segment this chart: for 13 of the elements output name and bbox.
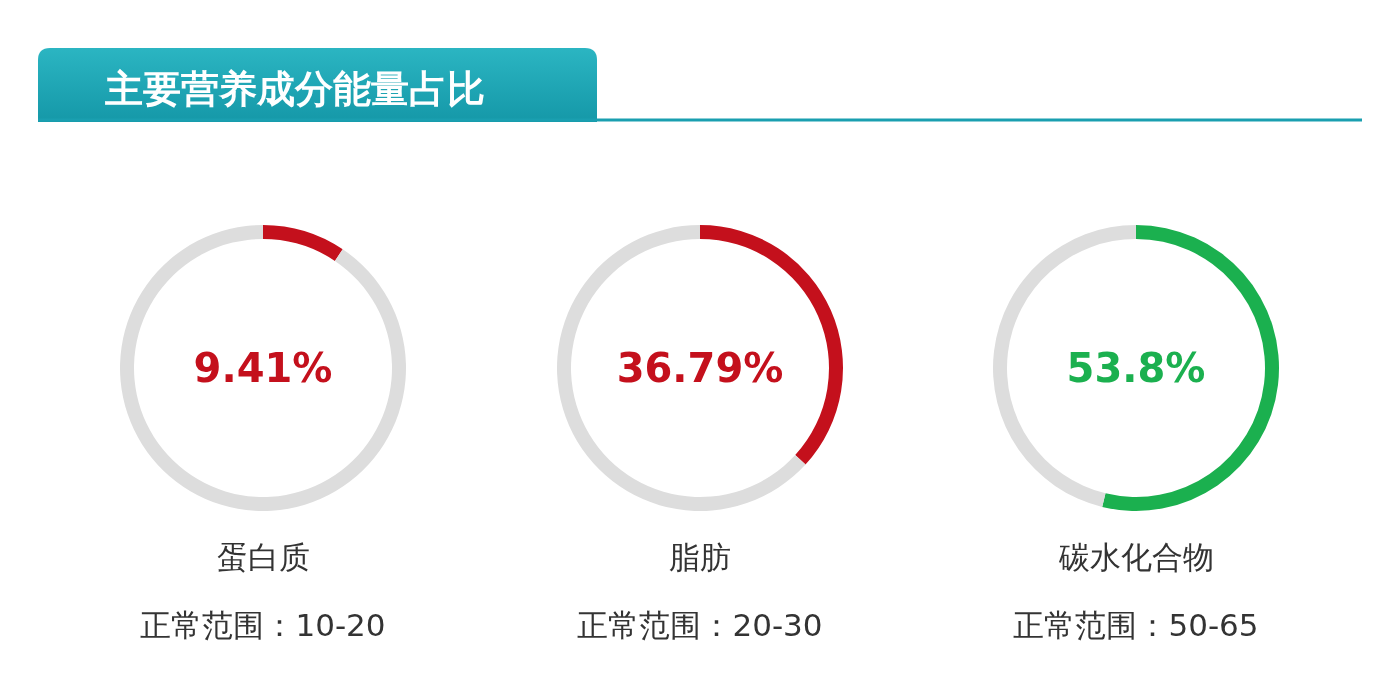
text: 主要营养成分能量占比 — [105, 67, 485, 111]
text: 蛋白质 — [216, 539, 310, 575]
donut-slice — [557, 225, 806, 511]
text: 脂肪 — [669, 539, 731, 575]
text: 36.79% — [616, 345, 784, 391]
text: 碳水化合物 — [1057, 539, 1214, 575]
text: 正常范围：20-30 — [577, 607, 823, 643]
donut-slice — [120, 225, 406, 511]
donut-slice — [263, 225, 343, 261]
text: 9.41% — [193, 345, 333, 391]
text: 正常范围：10-20 — [140, 607, 386, 643]
text: 正常范围：50-65 — [1013, 607, 1259, 643]
text: 53.8% — [1066, 345, 1206, 391]
